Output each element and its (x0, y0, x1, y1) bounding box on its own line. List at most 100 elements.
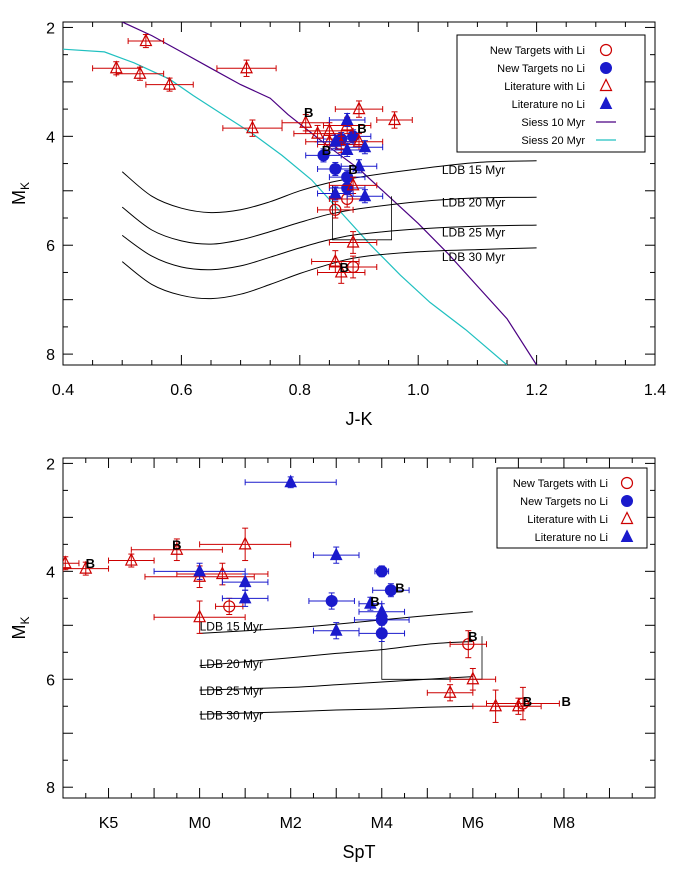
point-marker (170, 541, 184, 555)
y-axis-title: MK (9, 616, 32, 639)
data-point (495, 697, 542, 715)
data-point (358, 603, 406, 621)
point-marker (329, 185, 342, 199)
binary-label: B (357, 121, 366, 136)
y-tick-label: 2 (46, 20, 55, 37)
point-marker (329, 623, 343, 636)
x-tick-label: M2 (280, 815, 302, 832)
data-point (63, 560, 110, 576)
data-point (308, 592, 355, 610)
data-point (317, 161, 354, 177)
data-point (346, 188, 384, 204)
binary-label: B (562, 694, 571, 709)
point-marker (163, 76, 177, 90)
data-point (199, 527, 292, 562)
data-point (317, 261, 366, 284)
data-point (317, 185, 354, 201)
y-tick-label: 8 (46, 780, 55, 797)
point-marker (358, 188, 372, 202)
data-point (449, 630, 488, 659)
binary-label: B (523, 694, 532, 709)
ldb-curve (199, 611, 473, 634)
y-axis-title: MK (9, 182, 32, 205)
point-marker (511, 698, 525, 712)
binary-label: B (340, 260, 349, 275)
x-tick-label: M8 (553, 815, 575, 832)
data-point (221, 589, 269, 607)
point-marker (443, 684, 457, 698)
point-marker (334, 264, 348, 278)
point-marker (325, 595, 338, 608)
point-marker (240, 60, 253, 74)
ldb-curve-label: LDB 15 Myr (442, 163, 505, 177)
binary-label: B (468, 629, 477, 644)
plot-area: B B B B B (63, 22, 538, 365)
legend-label: Literature with Li (527, 514, 608, 526)
x-tick-label: M0 (188, 815, 210, 832)
bracket-line (332, 185, 392, 241)
data-point (317, 134, 354, 149)
binary-label: B (322, 143, 331, 158)
y-tick-label: 8 (46, 347, 55, 364)
point-marker (63, 555, 72, 569)
data-point (328, 231, 378, 254)
data-point (328, 112, 366, 128)
data-point (374, 565, 390, 578)
legend-label: New Targets with Li (513, 478, 608, 490)
y-tick-label: 6 (46, 238, 55, 255)
point-marker (329, 134, 342, 147)
data-point (312, 546, 360, 564)
data-point (115, 65, 165, 81)
legend-label: New Targets no Li (497, 63, 585, 75)
point-marker (238, 590, 252, 604)
point-marker (329, 547, 343, 561)
point-marker (124, 552, 138, 566)
data-point (358, 596, 383, 611)
point-marker (466, 671, 480, 685)
data-point (311, 250, 360, 273)
binary-label: B (348, 162, 357, 177)
legend-label: New Targets no Li (520, 496, 608, 508)
legend-label: New Targets with Li (490, 45, 585, 57)
point-marker (364, 596, 377, 609)
legend-label: Literature no Li (512, 99, 585, 111)
point-marker (384, 584, 397, 597)
binary-label: B (86, 556, 95, 571)
data-point (376, 111, 413, 129)
legend-swatch (600, 62, 612, 74)
data-point (108, 552, 155, 568)
data-point (312, 622, 360, 640)
legend-box (456, 34, 646, 153)
data-point (317, 201, 354, 219)
legend-swatch (621, 495, 633, 507)
data-point (127, 33, 165, 49)
ldb-curve-label: LDB 15 Myr (200, 619, 263, 633)
bracket-line (381, 617, 483, 680)
point-marker (346, 177, 360, 191)
x-tick-label: 1.0 (407, 382, 429, 399)
ldb-curve-label: LDB 30 Myr (200, 708, 263, 722)
binary-label: B (172, 537, 181, 552)
point-marker (139, 33, 153, 47)
ldb-curve (121, 196, 537, 245)
data-point (305, 148, 342, 163)
ldb-curve (121, 247, 537, 300)
y-tick-label: 4 (46, 564, 55, 581)
ldb-curve (121, 160, 537, 214)
binary-label: B (304, 105, 313, 120)
x-tick-label: 0.6 (170, 382, 192, 399)
y-tick-label: 4 (46, 129, 55, 146)
binary-label: B (395, 581, 404, 596)
legend-label: Siess 20 Myr (521, 135, 585, 147)
isochrone-line (63, 48, 508, 365)
x-axis-title: J-K (346, 409, 373, 429)
point-marker (352, 133, 366, 147)
plot-area: B B B B B B B (63, 474, 571, 723)
legend-swatch (599, 43, 613, 57)
legend-label: Literature no Li (535, 532, 608, 544)
point-marker (489, 698, 503, 712)
data-point (346, 139, 384, 155)
data-point (449, 667, 497, 691)
point-marker (193, 563, 206, 577)
data-point (244, 474, 337, 489)
